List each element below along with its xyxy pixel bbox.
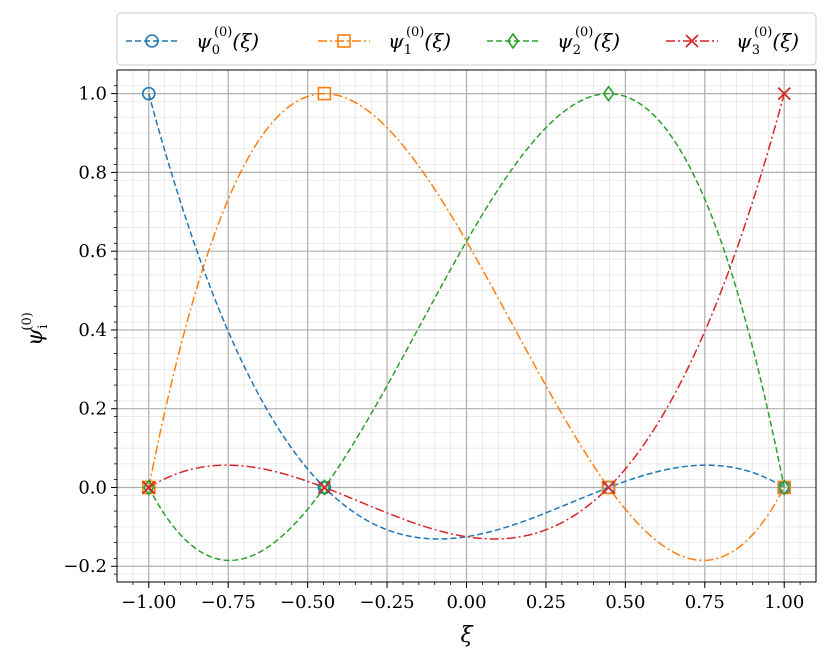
legend-marker	[507, 32, 519, 50]
y-axis-label-sup: (0)	[20, 312, 35, 330]
series-lines	[148, 92, 785, 562]
y-tick-label: 0.8	[78, 162, 107, 183]
major-grid	[117, 70, 816, 582]
x-tick-label: 0.25	[526, 592, 566, 613]
legend-sub: 2	[573, 43, 581, 58]
svg-text:ψi(0): ψi(0)	[20, 312, 51, 346]
series-marker-2	[602, 85, 615, 103]
legend-item-2: ψ2 (0)(ξ)	[487, 25, 620, 58]
legend-psi: ψ	[196, 29, 212, 53]
series-marker-3	[317, 480, 332, 495]
legend-psi: ψ	[388, 29, 404, 53]
marker-stroke	[685, 34, 699, 48]
series-marker-1	[601, 480, 616, 495]
legend: ψ0(0)(ξ) ψ1(0)(ξ) ψ2(0)(ξ) ψ3(0)(ξ)	[116, 12, 817, 66]
legend-arg: (ξ)	[424, 29, 451, 53]
marker-stroke	[601, 480, 616, 495]
legend-label: ψ2 (0)(ξ)	[557, 25, 620, 58]
marker-stroke	[142, 480, 156, 495]
legend-sup: (0)	[575, 25, 593, 40]
legend-marker	[337, 34, 351, 48]
series-marker-3	[142, 480, 156, 495]
y-axis-label: ψi(0)	[20, 312, 51, 346]
legend-psi: ψ	[557, 29, 573, 53]
series-line-2	[148, 92, 785, 562]
x-tick-label: 0.00	[446, 592, 486, 613]
y-tick-labels: −0.2 0.0 0.2 0.4 0.6 0.8 1.0	[63, 84, 107, 578]
legend-arg: (ξ)	[232, 29, 259, 53]
y-tick-label: 0.6	[78, 241, 107, 262]
x-tick-label: 0.50	[605, 592, 645, 613]
x-tick-label: 0.75	[685, 592, 725, 613]
legend-item-3: ψ3 (0)(ξ)	[666, 25, 799, 58]
y-tick-label: 0.2	[78, 399, 107, 420]
series-marker-0	[141, 86, 156, 101]
series-marker-2	[778, 479, 791, 496]
y-tick-label: 1.0	[78, 84, 107, 105]
x-tick-label: −1.00	[121, 592, 176, 613]
y-axis-label-sub: i	[36, 325, 51, 329]
marker-stroke	[317, 480, 332, 495]
marker-stroke	[777, 86, 791, 101]
legend-label: ψ0 (0)(ξ)	[196, 25, 259, 58]
legend-arg: (ξ)	[772, 29, 799, 53]
x-tick-label: −0.50	[280, 592, 335, 613]
x-axis-label: ξ	[460, 623, 474, 648]
x-tick-label: −0.25	[359, 592, 414, 613]
x-tick-label: −0.75	[201, 592, 256, 613]
series-marker-3	[601, 480, 616, 495]
legend-box	[116, 12, 817, 66]
legend-sup: (0)	[754, 25, 772, 40]
series-line-3	[148, 93, 785, 540]
y-tick-label: −0.2	[63, 556, 107, 577]
y-axis-label-main: ψ	[23, 328, 48, 346]
series-marker-3	[777, 86, 791, 101]
legend-item-1: ψ1 (0)(ξ)	[318, 25, 451, 58]
series-line-0	[148, 93, 785, 540]
legend-sub: 3	[752, 43, 760, 58]
legend-sup: (0)	[214, 25, 232, 40]
x-tick-labels: −1.00 −0.75 −0.50 −0.25 0.00 0.25 0.50 0.75 1.00	[121, 592, 804, 613]
legend-arg: (ξ)	[593, 29, 620, 53]
legend-item-0: ψ0 (0)(ξ)	[126, 25, 259, 58]
legend-marker	[685, 34, 699, 48]
legend-label: ψ3 (0)(ξ)	[736, 25, 799, 58]
legend-sub: 1	[404, 43, 412, 58]
axis-ticks	[111, 85, 801, 588]
legend-sup: (0)	[406, 25, 424, 40]
legend-psi: ψ	[736, 29, 752, 53]
legend-label: ψ1 (0)(ξ)	[388, 25, 451, 58]
legend-marker	[145, 34, 159, 48]
legend-sub: 0	[212, 43, 220, 58]
y-tick-label: 0.4	[78, 320, 107, 341]
series-marker-1	[317, 86, 332, 101]
series-line-1	[148, 92, 785, 562]
x-tick-label: 1.00	[764, 592, 804, 613]
series-markers	[141, 85, 792, 496]
y-tick-label: 0.0	[78, 477, 107, 498]
